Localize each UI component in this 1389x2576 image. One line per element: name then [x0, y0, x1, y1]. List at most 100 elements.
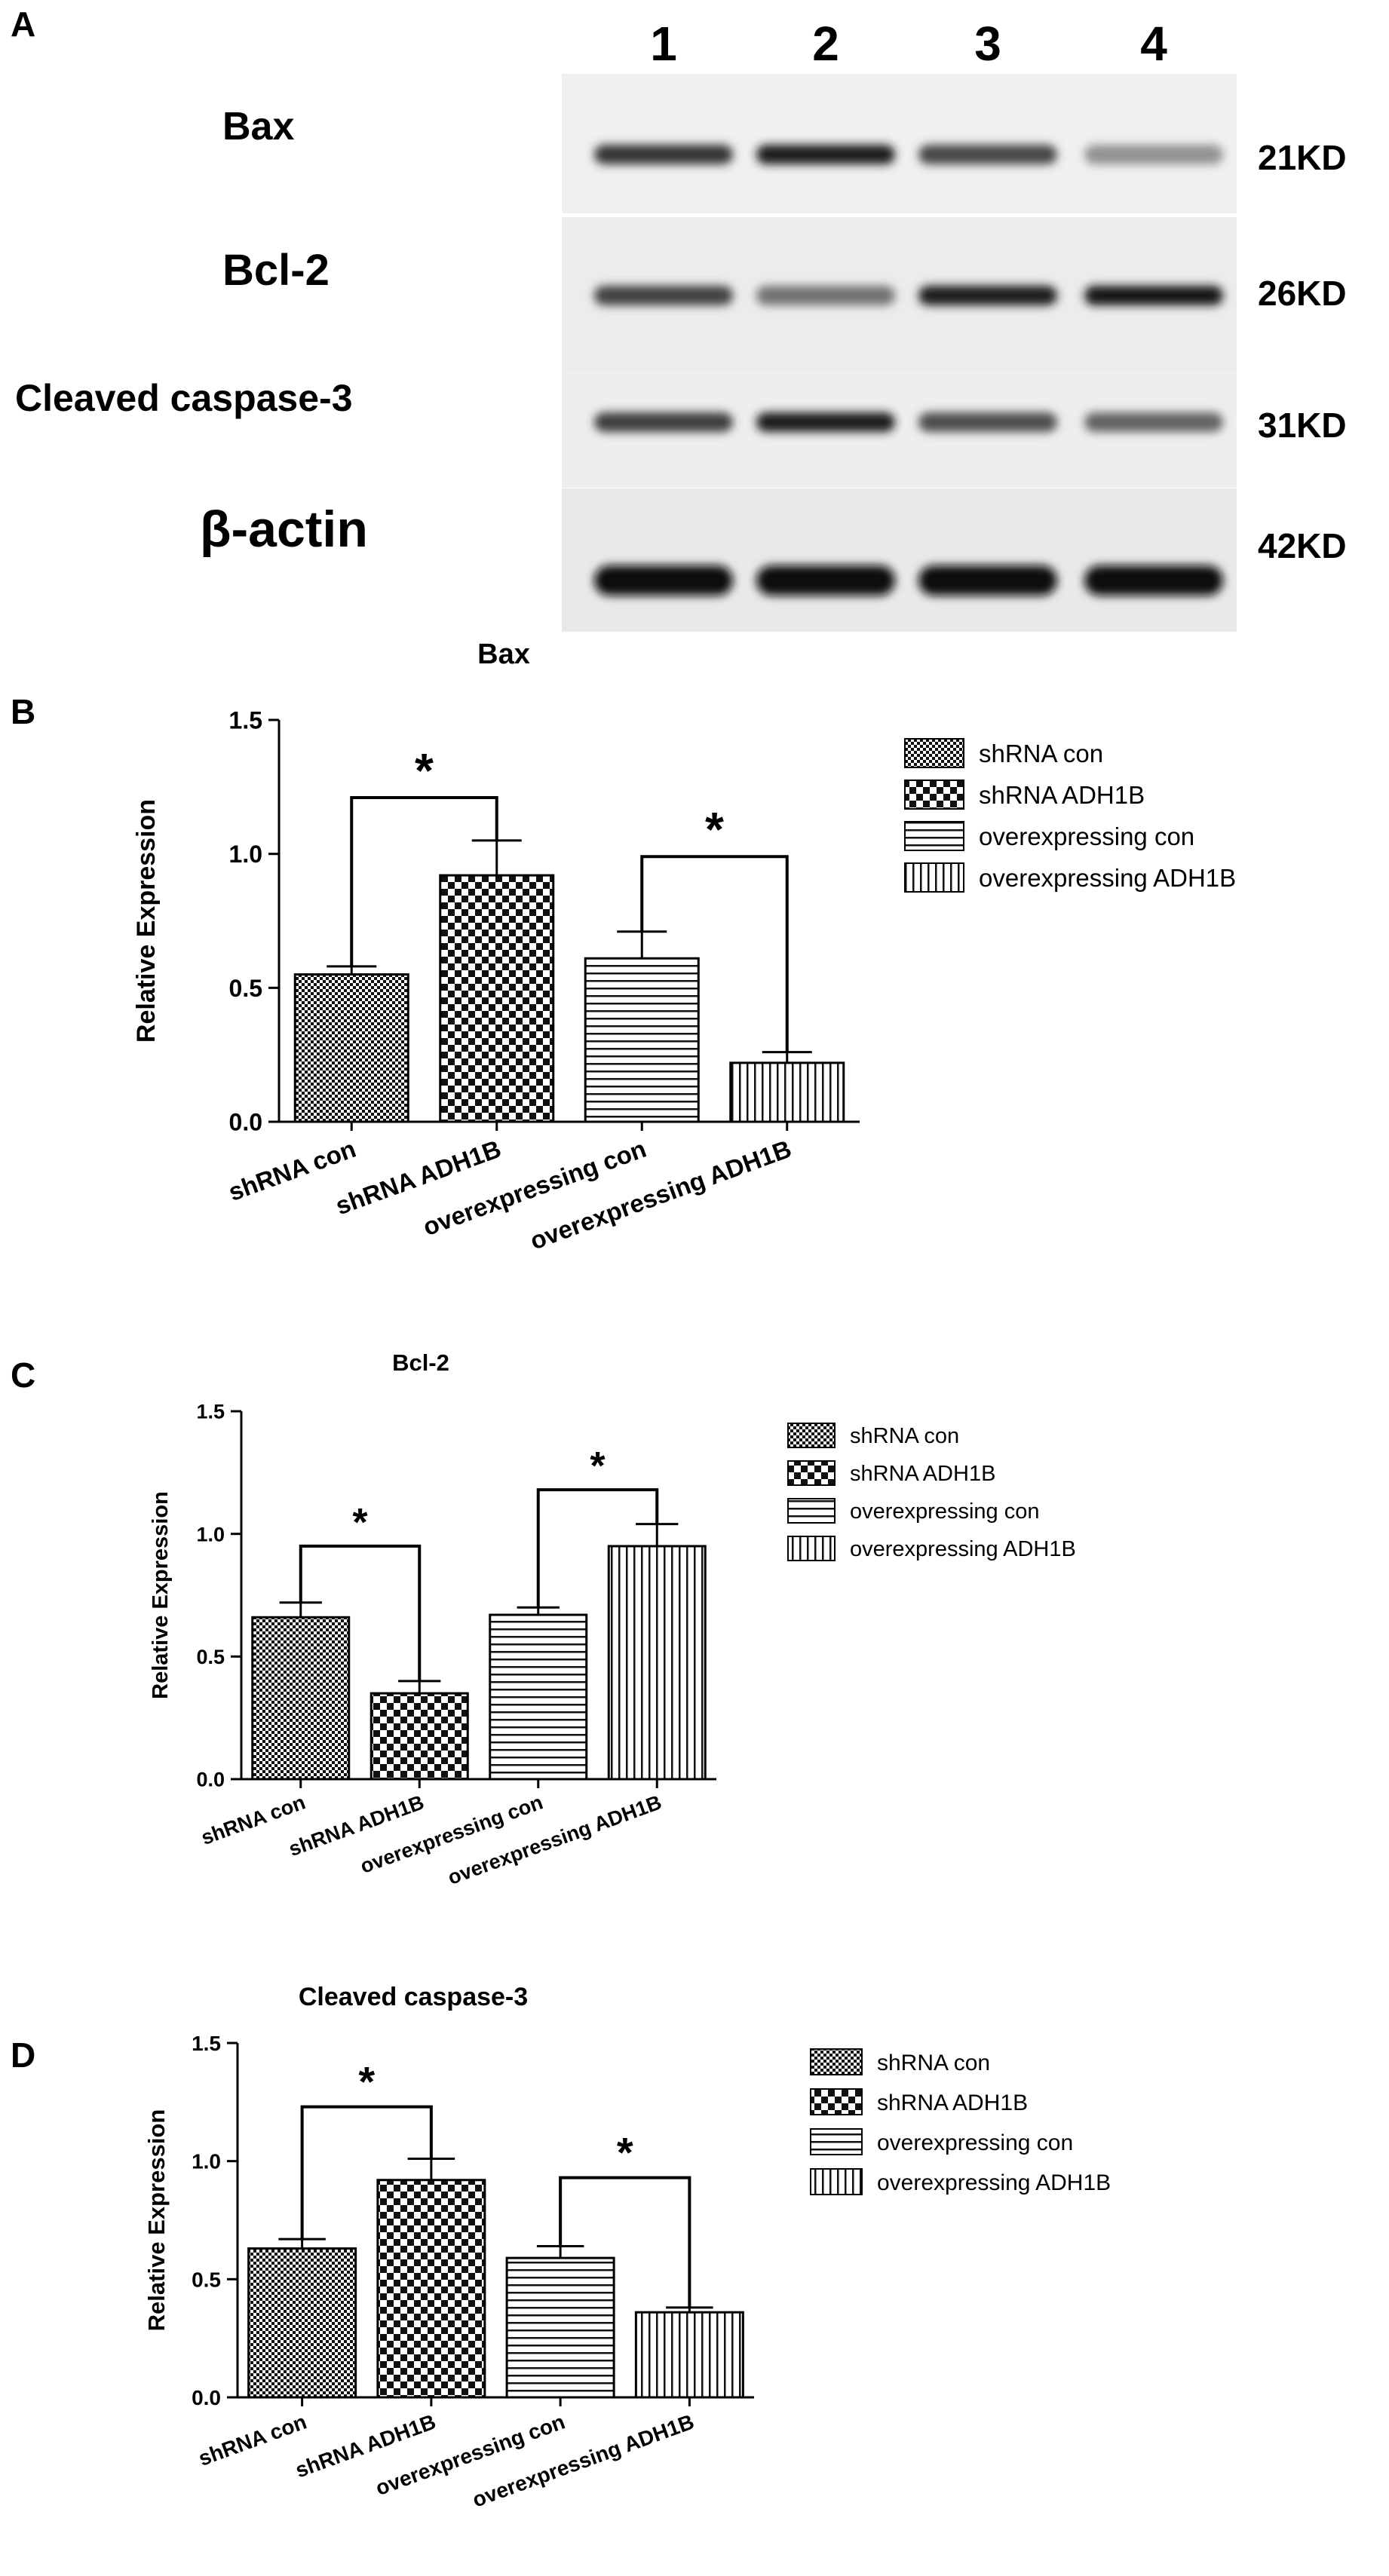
legend-swatch [904, 821, 964, 851]
protein-band [918, 565, 1057, 596]
protein-band [756, 565, 895, 596]
legend-swatch [810, 2128, 863, 2155]
significance-bracket [300, 2105, 433, 2240]
y-tick-label: 0.5 [229, 975, 262, 1002]
molecular-weight-label: 31KD [1258, 406, 1347, 445]
legend-label: overexpressing ADH1B [850, 1537, 1076, 1561]
panel-letter: C [11, 1355, 35, 1395]
significance-star: * [352, 1501, 368, 1545]
lane-number: 1 [650, 17, 677, 71]
legend-label: shRNA con [979, 740, 1103, 767]
legend: shRNA con shRNA ADH1B overexpressing con ov… [787, 1423, 1076, 1561]
protein-band [756, 145, 895, 164]
significance-star: * [617, 2129, 633, 2176]
molecular-weight-label: 21KD [1258, 138, 1347, 177]
panel-letter-a: A [11, 5, 35, 44]
bar [729, 1061, 845, 1123]
legend-label: overexpressing con [850, 1499, 1039, 1524]
protein-band [594, 412, 733, 432]
legend: shRNA con shRNA ADH1B overexpressing con ov… [810, 2048, 1111, 2195]
protein-band [918, 286, 1057, 305]
y-axis-label: Relative Expression [143, 2109, 170, 2332]
protein-band [594, 286, 733, 305]
legend-swatch [787, 1460, 836, 1486]
significance-star: * [358, 2058, 375, 2106]
protein-band [1084, 565, 1223, 596]
legend-label: overexpressing ADH1B [877, 2170, 1111, 2195]
panel-letter: D [11, 2035, 35, 2075]
lane-number: 2 [812, 17, 839, 71]
protein-label: Bcl-2 [222, 246, 330, 295]
significance-star: * [705, 802, 724, 856]
legend-label: shRNA ADH1B [979, 781, 1145, 809]
bar [251, 1616, 351, 1781]
panel-letter: B [11, 692, 35, 731]
y-axis-label: Relative Expression [149, 1491, 173, 1699]
legend: shRNA con shRNA ADH1B overexpressing con ov… [904, 738, 1236, 893]
protein-band [594, 565, 733, 596]
legend-swatch [787, 1498, 836, 1524]
legend-swatch [787, 1423, 836, 1448]
x-tick-label: overexpressing ADH1B [445, 1790, 664, 1888]
y-tick-label: 1.0 [196, 1523, 225, 1545]
legend-label: shRNA ADH1B [877, 2091, 1028, 2115]
bar [376, 2179, 486, 2399]
y-tick-label: 1.0 [229, 841, 262, 868]
protein-band [1084, 412, 1223, 432]
bar [247, 2247, 357, 2399]
y-tick-label: 0.5 [192, 2268, 221, 2291]
significance-bracket [640, 855, 789, 1052]
y-tick-label: 0.0 [192, 2386, 221, 2409]
y-tick-label: 0.5 [196, 1646, 225, 1668]
legend-swatch [904, 738, 964, 768]
legend-label: shRNA con [877, 2051, 990, 2075]
protein-band [918, 412, 1057, 432]
legend-swatch [904, 862, 964, 893]
legend-swatch [810, 2088, 863, 2115]
membrane-strip [562, 74, 1237, 213]
legend-swatch [787, 1536, 836, 1561]
bar [489, 1613, 588, 1781]
protein-band [594, 145, 733, 164]
legend-swatch [904, 780, 964, 810]
legend-swatch [810, 2168, 863, 2195]
chart-b: B Bax 0.0 0.5 1.0 1.5 Relative Expression shRNA… [11, 639, 1236, 1255]
membrane-strip [562, 489, 1237, 632]
significance-bracket [536, 1488, 659, 1608]
protein-band [1084, 145, 1223, 164]
significance-bracket [299, 1544, 422, 1681]
protein-band [918, 145, 1057, 164]
bar-charts: B Bax 0.0 0.5 1.0 1.5 Relative Expression shRNA… [11, 639, 1236, 2512]
significance-bracket [350, 796, 498, 966]
bar [584, 957, 700, 1123]
x-tick-label: overexpressing ADH1B [469, 2410, 697, 2512]
protein-label: β-actin [200, 501, 368, 558]
protein-label: Bax [222, 105, 294, 149]
significance-star: * [590, 1444, 606, 1488]
legend-label: shRNA ADH1B [850, 1462, 995, 1486]
chart-title: Cleaved caspase-3 [299, 1983, 528, 2011]
legend-label: shRNA con [850, 1424, 959, 1448]
y-tick-label: 1.5 [196, 1401, 225, 1423]
y-tick-label: 0.0 [196, 1769, 225, 1791]
y-tick-label: 1.5 [192, 2032, 221, 2055]
significance-bracket [559, 2176, 691, 2308]
western-blot-panel: A 1 2 3 4 Bax 21KD Bcl-2 26KD Cleaved caspase-3 31… [11, 5, 1347, 632]
protein-band [756, 286, 895, 305]
y-axis-label: Relative Expression [132, 799, 161, 1043]
significance-star: * [415, 743, 434, 798]
legend-label: overexpressing con [979, 822, 1194, 850]
y-tick-label: 1.0 [192, 2150, 221, 2173]
lane-number: 3 [974, 17, 1001, 71]
legend-label: overexpressing con [877, 2130, 1073, 2155]
bar [439, 874, 555, 1123]
lane-number: 4 [1140, 17, 1167, 71]
y-tick-label: 1.5 [229, 707, 262, 734]
protein-band [756, 412, 895, 432]
legend-swatch [810, 2048, 863, 2075]
molecular-weight-label: 42KD [1258, 526, 1347, 565]
bar [369, 1692, 469, 1781]
legend-label: overexpressing ADH1B [979, 864, 1236, 892]
molecular-weight-label: 26KD [1258, 274, 1347, 313]
